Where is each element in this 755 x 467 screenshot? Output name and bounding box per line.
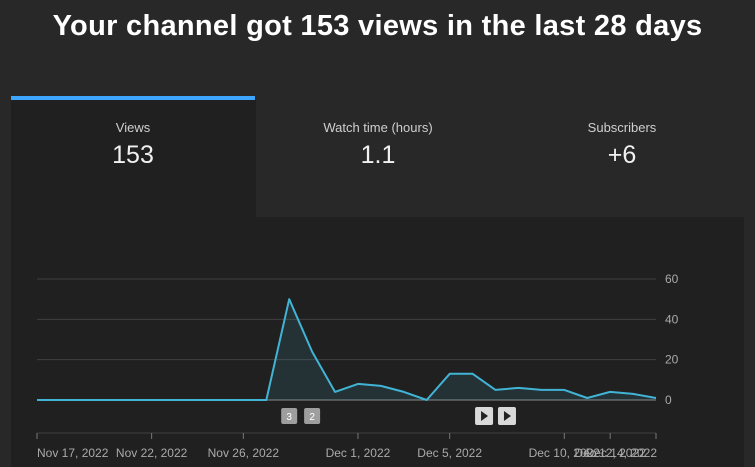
data-point[interactable] [630, 391, 636, 397]
data-point[interactable] [584, 395, 590, 401]
data-point[interactable] [424, 397, 430, 403]
tab-value: +6 [607, 141, 637, 169]
data-point[interactable] [217, 397, 223, 403]
data-point[interactable] [538, 387, 544, 393]
data-point[interactable] [172, 397, 178, 403]
data-point[interactable] [149, 397, 155, 403]
data-point[interactable] [332, 389, 338, 395]
x-tick-label: Nov 26, 2022 [208, 446, 280, 460]
x-tick-label: Nov 17, 2022 [37, 446, 109, 460]
series-line [37, 298, 657, 401]
y-tick-label: 20 [665, 353, 679, 367]
data-point[interactable] [561, 387, 567, 393]
data-point[interactable] [515, 385, 521, 391]
tab-value: 153 [112, 141, 154, 169]
data-point[interactable] [493, 387, 499, 393]
marker-label: 2 [309, 412, 315, 423]
x-tick-label: Dec 5, 2022 [417, 446, 482, 460]
data-point[interactable] [240, 397, 246, 403]
data-point[interactable] [355, 381, 361, 387]
marker-badge[interactable] [281, 408, 298, 424]
metric-tabs: Views 153 Watch time (hours) 1.1 Subscri… [11, 96, 744, 217]
data-point[interactable] [401, 389, 407, 395]
analytics-card: Views 153 Watch time (hours) 1.1 Subscri… [11, 96, 744, 467]
x-tick-label: Nov 22, 2022 [116, 446, 188, 460]
y-tick-label: 60 [665, 272, 679, 286]
tab-subscribers[interactable]: Subscribers +6 [500, 96, 744, 217]
y-tick-label: 0 [665, 393, 672, 407]
tab-value: 1.1 [360, 141, 396, 169]
x-tick-label: Dec 14, 2022 [586, 446, 658, 460]
data-point[interactable] [103, 397, 109, 403]
data-point[interactable] [263, 397, 269, 403]
play-icon [481, 411, 489, 421]
data-point[interactable] [470, 371, 476, 377]
headline: Your channel got 153 views in the last 2… [52, 10, 703, 42]
data-point[interactable] [286, 296, 292, 302]
data-point[interactable] [194, 397, 200, 403]
data-point[interactable] [653, 395, 659, 401]
data-point[interactable] [80, 397, 86, 403]
data-point[interactable] [126, 397, 132, 403]
tab-views[interactable]: Views 153 [11, 96, 255, 217]
tab-label: Subscribers [587, 120, 657, 135]
x-tick-label: Dec 10, 2022 [529, 446, 601, 460]
tab-label: Watch time (hours) [323, 120, 433, 135]
marker-label: 3 [286, 412, 292, 423]
views-chart: 0 20 40 60 3 2 Dec 12, 2022 Nov 17, 2022 Nov 22,… [34, 272, 679, 460]
data-point[interactable] [34, 397, 40, 403]
x-tick-label: Dec 12, 2022 [574, 446, 646, 460]
x-tick-label: Dec 1, 2022 [326, 446, 391, 460]
active-tab-indicator [11, 96, 255, 100]
series-area [37, 299, 656, 400]
data-point[interactable] [309, 349, 315, 355]
data-point[interactable] [607, 389, 613, 395]
data-point[interactable] [447, 371, 453, 377]
data-point[interactable] [57, 397, 63, 403]
tab-label: Views [115, 120, 151, 135]
data-point[interactable] [378, 383, 384, 389]
play-icon [503, 411, 511, 421]
y-tick-label: 40 [665, 312, 679, 326]
tab-watch-time[interactable]: Watch time (hours) 1.1 [256, 96, 500, 217]
marker-badge[interactable] [304, 408, 321, 424]
